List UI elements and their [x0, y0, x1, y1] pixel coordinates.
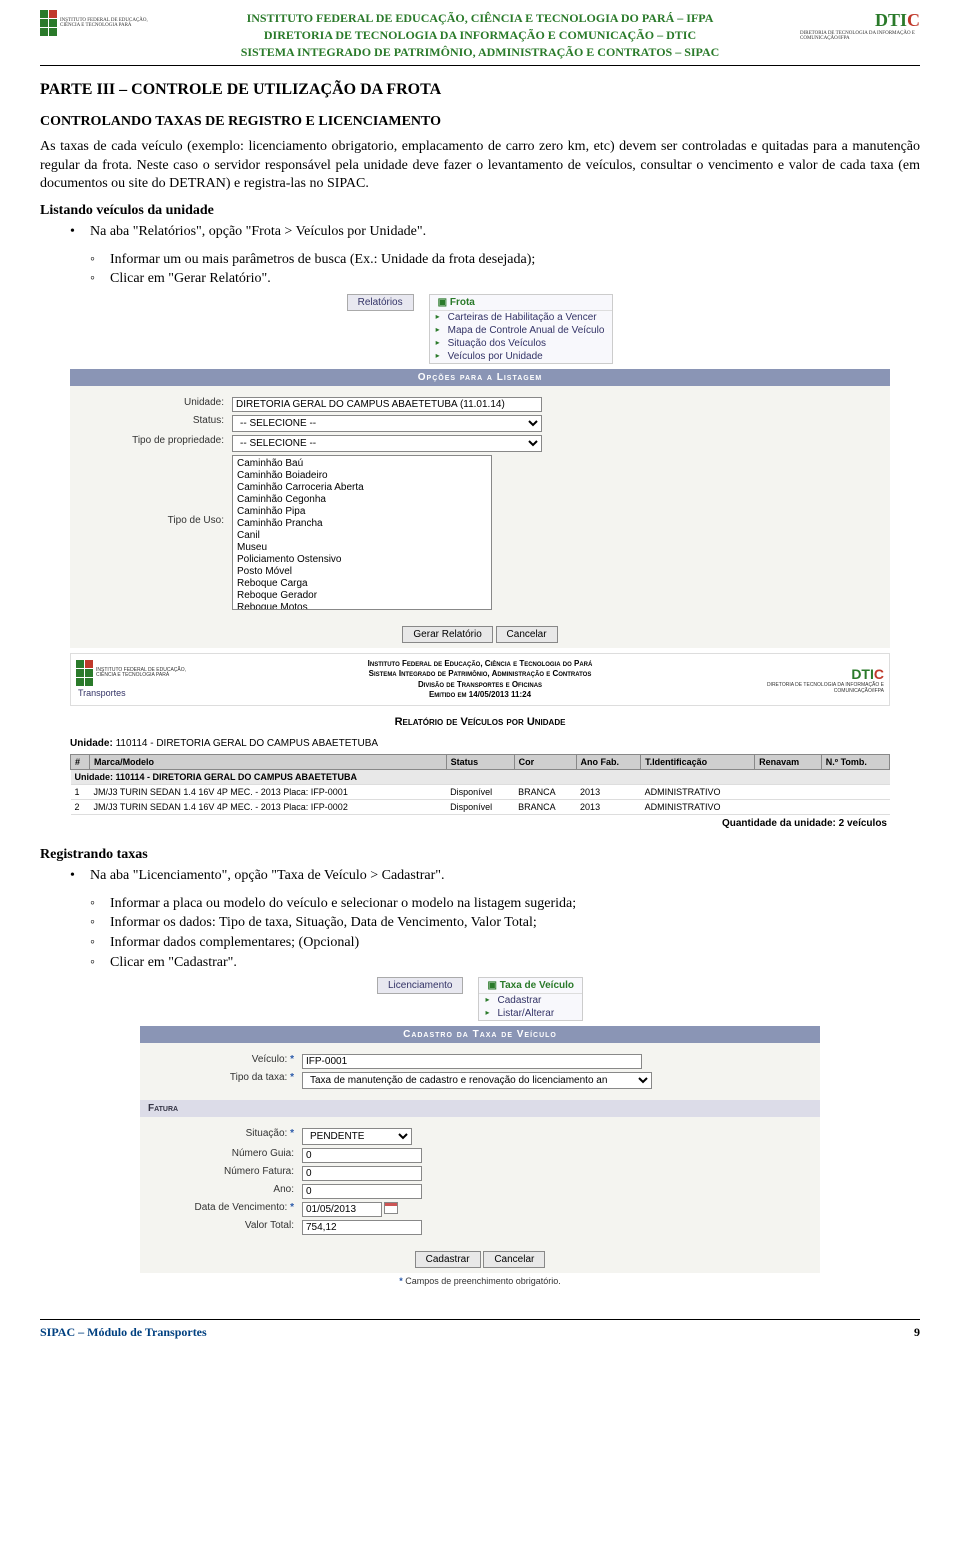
btn-cancelar2[interactable]: Cancelar	[483, 1251, 545, 1268]
input-unidade[interactable]	[232, 397, 542, 412]
lbl-datavenc: Data de Vencimento: *	[152, 1202, 302, 1213]
input-numguia[interactable]	[302, 1148, 422, 1163]
page-header: INSTITUTO FEDERAL DE EDUCAÇÃO, CIÊNCIA E…	[40, 0, 920, 66]
lbl-valortotal: Valor Total:	[152, 1220, 302, 1231]
panel-title2: Cadastro da Taxa de Veículo	[140, 1026, 820, 1043]
section1-title: CONTROLANDO TAXAS DE REGISTRO E LICENCIA…	[40, 114, 920, 130]
tab-relatorios[interactable]: Relatórios	[347, 294, 414, 311]
submenu-item[interactable]: Listar/Alterar	[479, 1007, 582, 1020]
lbl-unidade: Unidade:	[82, 397, 232, 408]
list2-circle3: Informar dados complementares; (Opcional…	[90, 933, 920, 953]
lbl-status: Status:	[82, 415, 232, 426]
logo-right: DTIC DIRETORIA DE TECNOLOGIA DA INFORMAÇ…	[800, 10, 920, 41]
header-line3: SISTEMA INTEGRADO DE PATRIMÔNIO, ADMINIS…	[160, 44, 800, 61]
footer-left: SIPAC – Módulo de Transportes	[40, 1325, 207, 1340]
screenshot1: Relatórios ▣ Frota Carteiras de Habilita…	[70, 294, 890, 833]
submenu-item[interactable]: Cadastrar	[479, 994, 582, 1007]
lbl-tipoprop: Tipo de propriedade:	[82, 435, 232, 446]
list2-bullet1: Na aba "Licenciamento", opção "Taxa de V…	[70, 866, 920, 886]
submenu-item[interactable]: Veículos por Unidade	[430, 350, 613, 363]
list2-title: Registrando taxas	[40, 847, 920, 863]
btn-gerar-relatorio[interactable]: Gerar Relatório	[402, 626, 492, 643]
logo-left-text: INSTITUTO FEDERAL DE EDUCAÇÃO, CIÊNCIA E…	[60, 18, 160, 28]
listbox-tipouso[interactable]: Caminhão BaúCaminhão Boiadeiro Caminhão …	[232, 455, 492, 610]
fatura-heading: Fatura	[140, 1100, 820, 1117]
btn-cancelar[interactable]: Cancelar	[496, 626, 558, 643]
table-row: 2JM/J3 TURIN SEDAN 1.4 16V 4P MEC. - 201…	[71, 800, 890, 815]
input-ano[interactable]	[302, 1184, 422, 1199]
submenu-item[interactable]: Mapa de Controle Anual de Veículo	[430, 324, 613, 337]
list1-title: Listando veículos da unidade	[40, 203, 920, 219]
report-title: Relatório de Veículos por Unidade	[70, 716, 890, 728]
select-status[interactable]: -- SELECIONE --	[232, 415, 542, 432]
logo-left: INSTITUTO FEDERAL DE EDUCAÇÃO, CIÊNCIA E…	[40, 10, 160, 36]
table-row: 1JM/J3 TURIN SEDAN 1.4 16V 4P MEC. - 201…	[71, 785, 890, 800]
input-veiculo[interactable]	[302, 1054, 642, 1069]
qty-line: Quantidade da unidade: 2 veículos	[70, 815, 890, 832]
select-tipotaxa[interactable]: Taxa de manutenção de cadastro e renovaç…	[302, 1072, 652, 1089]
list2-circle1: Informar a placa ou modelo do veículo e …	[90, 894, 920, 914]
header-center: INSTITUTO FEDERAL DE EDUCAÇÃO, CIÊNCIA E…	[160, 10, 800, 60]
transportes-link[interactable]: Transportes	[76, 686, 196, 700]
list1-bullet1: Na aba "Relatórios", opção "Frota > Veíc…	[70, 222, 920, 242]
lbl-numfatura: Número Fatura:	[152, 1166, 302, 1177]
lbl-tipouso: Tipo de Uso:	[82, 455, 232, 526]
list2-circle4: Clicar em "Cadastrar".	[90, 953, 920, 973]
list2-circle2: Informar os dados: Tipo de taxa, Situaçã…	[90, 913, 920, 933]
select-situacao[interactable]: PENDENTE	[302, 1128, 412, 1145]
list1-circle1: Informar um ou mais parâmetros de busca …	[90, 250, 920, 270]
footer-page-number: 9	[914, 1325, 920, 1340]
header-line1: INSTITUTO FEDERAL DE EDUCAÇÃO, CIÊNCIA E…	[160, 10, 800, 27]
input-valortotal[interactable]	[302, 1220, 422, 1235]
screenshot2: Licenciamento ▣ Taxa de Veículo Cadastra…	[140, 977, 820, 1289]
submenu-item[interactable]: Situação dos Veículos	[430, 337, 613, 350]
list1-circle2: Clicar em "Gerar Relatório".	[90, 269, 920, 289]
dtic-sub: DIRETORIA DE TECNOLOGIA DA INFORMAÇÃO E …	[800, 31, 920, 41]
submenu-frota: ▣ Frota Carteiras de Habilitação a Vence…	[429, 294, 614, 364]
submenu-item[interactable]: Carteiras de Habilitação a Vencer	[430, 311, 613, 324]
page-footer: SIPAC – Módulo de Transportes 9	[40, 1319, 920, 1340]
lbl-numguia: Número Guia:	[152, 1148, 302, 1159]
parte-title: PARTE III – CONTROLE DE UTILIZAÇÃO DA FR…	[40, 81, 920, 99]
lbl-ano: Ano:	[152, 1184, 302, 1195]
select-tipoprop[interactable]: -- SELECIONE --	[232, 435, 542, 452]
submenu-taxa: ▣ Taxa de Veículo Cadastrar Listar/Alter…	[478, 977, 583, 1021]
input-numfatura[interactable]	[302, 1166, 422, 1181]
tab-licenciamento[interactable]: Licenciamento	[377, 977, 463, 994]
btn-cadastrar[interactable]: Cadastrar	[415, 1251, 481, 1268]
lbl-tipotaxa: Tipo da taxa: *	[152, 1072, 302, 1083]
report-table: #Marca/ModeloStatus CorAno Fab.T.Identif…	[70, 754, 890, 815]
calendar-icon[interactable]	[384, 1202, 398, 1214]
lbl-veiculo: Veículo: *	[152, 1054, 302, 1065]
input-datavenc[interactable]	[302, 1202, 382, 1217]
panel-title: Opções para a Listagem	[70, 369, 890, 386]
lbl-situacao: Situação: *	[152, 1128, 302, 1139]
body1: As taxas de cada veículo (exemplo: licen…	[40, 138, 920, 193]
header-line2: DIRETORIA DE TECNOLOGIA DA INFORMAÇÃO E …	[160, 27, 800, 44]
